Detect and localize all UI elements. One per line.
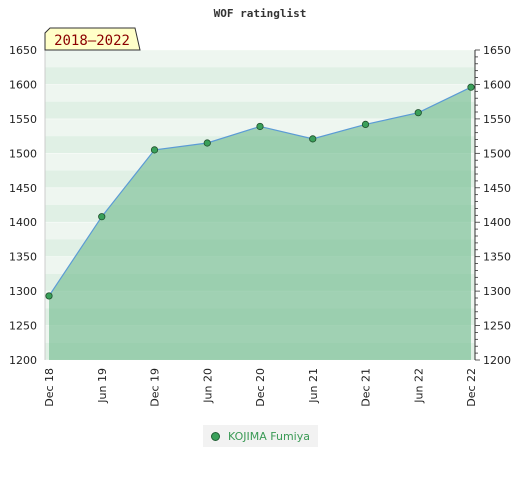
y-tick-labels-right: 1200 1250 1300 1350 1400 1450 1500 1550 1600 1650	[483, 44, 511, 367]
x-tick-label: Jun 19	[96, 368, 109, 404]
badge-label: 2018–2022	[54, 33, 130, 49]
background-band	[45, 101, 475, 119]
data-point	[45, 292, 53, 300]
x-tick-label: Jun 21	[307, 368, 320, 404]
data-point	[361, 120, 370, 129]
y-tick-label: 1450	[9, 182, 37, 195]
y-tick-label: 1350	[483, 251, 511, 264]
y-tick-label: 1500	[9, 147, 37, 160]
y-tick-label: 1650	[9, 44, 37, 57]
y-tick-label: 1500	[483, 147, 511, 160]
data-point	[467, 83, 475, 91]
background-band	[45, 50, 475, 68]
x-tick-label: Dec 20	[254, 368, 267, 407]
y-tick-label: 1400	[483, 216, 511, 229]
y-tick-label: 1600	[483, 78, 511, 91]
data-point	[256, 122, 264, 131]
data-points	[45, 83, 475, 300]
x-tick-label: Jun 22	[412, 368, 425, 404]
y-tick-label: 1200	[9, 354, 37, 367]
background-band	[45, 84, 475, 102]
data-point	[414, 109, 422, 117]
y-tick-label: 1650	[483, 44, 511, 57]
legend-marker	[211, 431, 220, 441]
x-tick-label: Jun 20	[201, 368, 214, 404]
y-tick-label: 1550	[483, 113, 511, 126]
chart-title: WOF ratinglist	[214, 7, 307, 20]
data-point	[309, 135, 317, 143]
data-point	[98, 213, 106, 221]
data-point	[150, 146, 159, 154]
background-band	[45, 67, 475, 85]
x-tick-labels: Dec 18 Jun 19 Dec 19 Jun 20 Dec 20 Jun 21 Dec …	[43, 368, 478, 407]
y-tick-labels-left: 1200 1250 1300 1350 1400 1450 1500 1550 1600 1650	[9, 44, 37, 367]
y-tick-label: 1600	[9, 78, 37, 91]
x-tick-label: Dec 22	[465, 368, 478, 407]
data-point	[203, 139, 211, 147]
x-tick-label: Dec 19	[149, 368, 162, 407]
y-tick-label: 1550	[9, 113, 37, 126]
y-tick-label: 1350	[9, 251, 37, 264]
badge-shape	[44, 27, 141, 51]
year-range-badge: 2018–2022	[44, 27, 141, 51]
y-tick-label: 1300	[9, 285, 37, 298]
y-tick-label: 1450	[483, 182, 511, 195]
x-tick-label: Dec 21	[360, 368, 373, 407]
y-tick-label: 1200	[483, 354, 511, 367]
y-tick-label: 1250	[9, 320, 37, 333]
x-tick-label: Dec 18	[43, 368, 56, 407]
y-tick-label: 1250	[483, 320, 511, 333]
right-minor-ticks	[475, 49, 480, 361]
y-tick-label: 1400	[9, 216, 37, 229]
legend: KOJIMA Fumiya	[203, 425, 318, 447]
rating-area	[49, 87, 471, 360]
y-tick-label: 1300	[483, 285, 511, 298]
legend-label: KOJIMA Fumiya	[228, 429, 310, 443]
